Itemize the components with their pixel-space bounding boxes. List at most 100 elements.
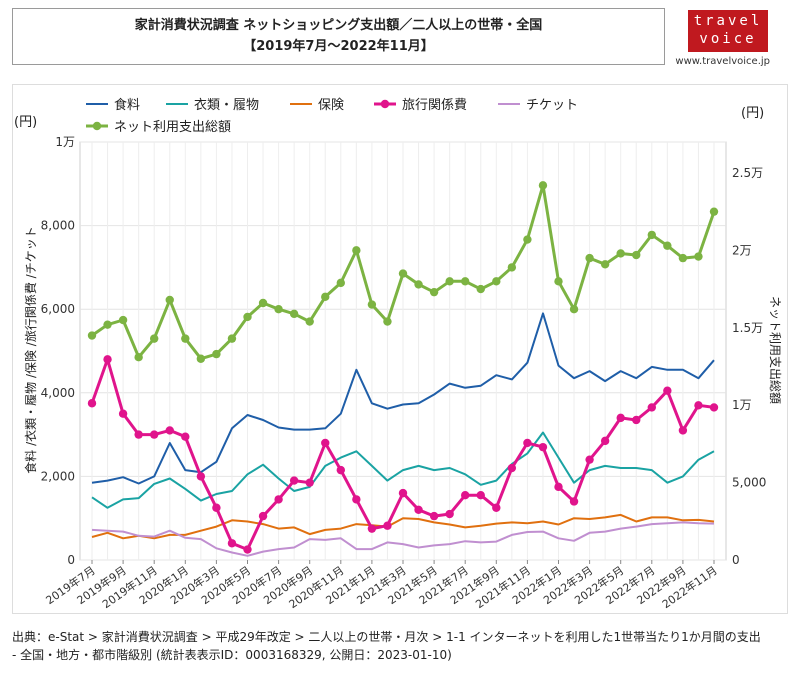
chart-subtitle: 【2019年7月～2022年11月】 [243,39,434,54]
data-point [305,317,314,326]
data-point [616,413,625,423]
logo-url[interactable]: www.travelvoice.jp [675,56,770,67]
data-point [429,511,439,521]
legend-label: チケット [526,98,578,113]
data-point [274,495,283,504]
data-point [150,334,159,343]
data-point [336,465,345,475]
data-point [523,438,532,448]
data-point [600,436,610,446]
y2-tick-label: 5,000 [732,476,766,490]
data-point [398,269,408,278]
y-tick-label: 1万 [55,135,75,149]
data-point [321,438,330,448]
data-point [694,252,703,261]
left-axis-unit: (円) [14,115,37,130]
data-point [352,495,361,504]
data-point [289,309,299,319]
source-line-1: 出典：e-Stat > 家計消費状況調査 > 平成29年改定 > 二人以上の世帯… [12,630,761,644]
series-lines [87,181,719,557]
series-line-チケット [91,521,715,557]
data-point [569,497,579,506]
data-point [461,491,470,500]
data-point [523,235,532,244]
left-axis-label: 食料 /衣類・履物 /保険 /旅行関係費 /チケット [23,226,38,473]
y2-tick-label: 1万 [732,398,752,412]
data-point [181,432,190,441]
data-point [227,539,237,548]
y-tick-label: 8,000 [41,219,75,233]
logo-text-travel: travel [693,13,763,29]
logo-text-voice: voice [699,31,757,47]
legend-marker [380,99,390,109]
data-point [476,491,485,500]
y2-tick-label: 1.5万 [732,321,763,335]
data-point [352,246,361,255]
data-point [600,260,610,269]
data-point [476,284,485,294]
data-point [709,403,719,412]
source-note: 出典：e-Stat > 家計消費状況調査 > 平成29年改定 > 二人以上の世帯… [12,628,792,664]
legend-marker [92,121,102,131]
data-point [165,295,174,305]
data-point [258,511,268,521]
legend-label: 衣類・履物 [194,97,259,113]
data-point [227,334,237,343]
y2-tick-label: 0 [732,553,740,567]
data-point [632,250,641,260]
y2-tick-label: 2.5万 [732,166,763,180]
data-point [274,305,283,314]
data-point [367,300,377,309]
series-line-食料 [91,312,715,485]
data-point [243,312,252,322]
data-point [383,317,392,326]
source-line-2: - 全国・地方・都市階級別 (統計表表示ID：0003168329, 公開日：2… [12,648,452,662]
y-tick-label: 4,000 [41,386,75,400]
x-axis-ticks: 2019年7月2019年9月2019年11月2020年1月2020年3月2020… [43,560,720,611]
data-point [414,280,423,289]
data-point [118,409,128,418]
right-axis-unit: (円) [741,106,764,121]
chart-frame [12,84,788,614]
y-tick-label: 6,000 [41,302,75,316]
data-point [196,472,206,481]
chart-title: 家計消費状況調査 ネットショッピング支出額／二人以上の世帯・全国 [134,18,543,33]
series-line-保険 [91,513,715,540]
data-point [181,334,190,343]
data-point [429,287,439,297]
data-point [414,505,423,515]
data-point [367,524,377,533]
data-point [663,241,672,250]
data-point [243,545,252,554]
data-point [445,509,454,519]
data-point [289,476,299,485]
legend-label: ネット利用支出総額 [114,120,231,135]
right-axis-ticks: 0 5,000 1万 1.5万 2万 2.5万 [732,166,766,567]
data-point [305,478,314,487]
data-point [507,263,517,272]
data-point [507,463,517,473]
data-point [134,430,143,439]
data-point [383,521,392,530]
travelvoice-logo[interactable]: travel voice [688,10,768,52]
legend-label: 旅行関係費 [402,98,467,113]
data-point [585,253,594,263]
data-point [321,292,330,302]
data-point [445,277,454,286]
data-point [663,386,672,395]
data-point [165,426,174,435]
data-point [103,320,112,329]
data-point [461,277,470,286]
data-point [678,426,688,435]
data-point [134,352,143,362]
data-point [118,315,128,325]
data-point [632,415,641,425]
data-point [616,249,625,258]
data-point [258,298,268,308]
data-point [196,354,206,363]
data-point [647,230,656,240]
data-point [585,455,594,464]
data-point [694,401,703,410]
